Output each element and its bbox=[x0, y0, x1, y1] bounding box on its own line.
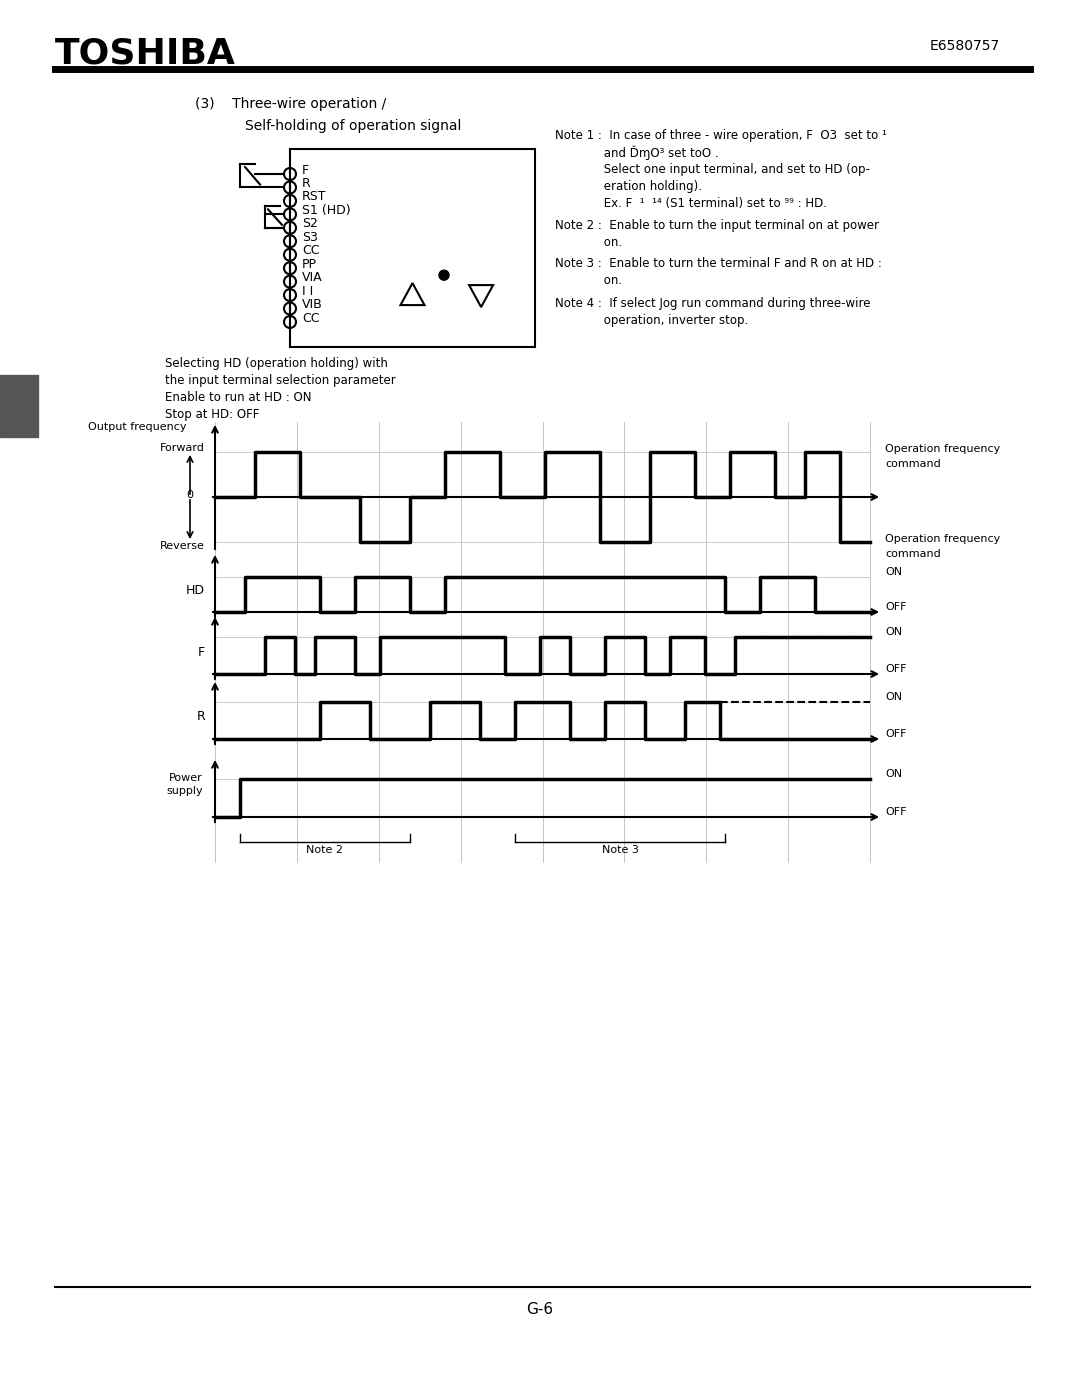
Text: Power: Power bbox=[170, 773, 203, 782]
Text: the input terminal selection parameter: the input terminal selection parameter bbox=[165, 374, 395, 387]
Text: ON: ON bbox=[885, 567, 902, 577]
Bar bbox=[0, 374, 38, 437]
Text: G-6: G-6 bbox=[526, 1302, 554, 1317]
Text: supply: supply bbox=[166, 787, 203, 796]
Text: OFF: OFF bbox=[885, 602, 906, 612]
Text: CC: CC bbox=[302, 312, 320, 324]
Text: F: F bbox=[302, 163, 309, 176]
Text: Note 4 :  If select Jog run command during three-wire: Note 4 : If select Jog run command durin… bbox=[555, 298, 870, 310]
Text: Self-holding of operation signal: Self-holding of operation signal bbox=[245, 119, 461, 133]
Bar bbox=[291, 149, 535, 346]
Text: OFF: OFF bbox=[885, 807, 906, 817]
Text: CC: CC bbox=[302, 244, 320, 257]
Circle shape bbox=[438, 270, 449, 281]
Text: S1 (HD): S1 (HD) bbox=[302, 204, 351, 217]
Text: HD: HD bbox=[186, 584, 205, 598]
Text: Output frequency: Output frequency bbox=[87, 422, 187, 432]
Text: on.: on. bbox=[555, 236, 622, 249]
Text: STOP: STOP bbox=[467, 191, 496, 203]
Text: Forward: Forward bbox=[160, 443, 205, 453]
Text: E6580757: E6580757 bbox=[930, 39, 1000, 53]
Text: ON: ON bbox=[885, 627, 902, 637]
Text: Note 2 :  Enable to turn the input terminal on at power: Note 2 : Enable to turn the input termin… bbox=[555, 219, 879, 232]
Text: OFF: OFF bbox=[885, 664, 906, 673]
Text: PP: PP bbox=[302, 257, 318, 271]
Text: Selecting HD (operation holding) with: Selecting HD (operation holding) with bbox=[165, 358, 388, 370]
Text: Note 1 :  In case of three - wire operation, F  Ο3  set to ¹: Note 1 : In case of three - wire operati… bbox=[555, 129, 887, 142]
Text: and ĎɱΟ³ set toΟ .: and ĎɱΟ³ set toΟ . bbox=[555, 147, 718, 161]
Text: Enable to run at HD : ON: Enable to run at HD : ON bbox=[165, 391, 311, 404]
Text: 0: 0 bbox=[187, 490, 193, 500]
Circle shape bbox=[459, 179, 503, 224]
Text: on.: on. bbox=[555, 274, 622, 286]
Text: RST: RST bbox=[302, 190, 326, 204]
Text: command: command bbox=[885, 549, 941, 559]
Text: (3)    Three-wire operation /: (3) Three-wire operation / bbox=[195, 96, 387, 110]
Text: S3: S3 bbox=[302, 231, 318, 243]
Text: I I: I I bbox=[302, 285, 313, 298]
Text: R: R bbox=[197, 711, 205, 724]
Text: ON: ON bbox=[885, 692, 902, 703]
Text: Operation frequency: Operation frequency bbox=[885, 534, 1000, 543]
Text: Reverse: Reverse bbox=[160, 541, 205, 550]
Text: VIA: VIA bbox=[302, 271, 323, 284]
Text: ON: ON bbox=[885, 768, 902, 780]
Text: Stop at HD: OFF: Stop at HD: OFF bbox=[165, 408, 259, 420]
Text: 7: 7 bbox=[11, 394, 28, 418]
Text: R: R bbox=[302, 177, 311, 190]
Text: Note 3: Note 3 bbox=[602, 845, 638, 855]
Text: eration holding).: eration holding). bbox=[555, 180, 702, 193]
Text: RUN: RUN bbox=[401, 191, 424, 203]
Text: TOSHIBA: TOSHIBA bbox=[55, 36, 235, 71]
Circle shape bbox=[391, 179, 434, 224]
Circle shape bbox=[415, 246, 459, 291]
Text: Ex. F  ¹  ¹⁴ (S1 terminal) set to ⁹⁹ : HD.: Ex. F ¹ ¹⁴ (S1 terminal) set to ⁹⁹ : HD. bbox=[555, 197, 827, 210]
Text: OFF: OFF bbox=[885, 729, 906, 739]
Text: S2: S2 bbox=[302, 218, 318, 231]
Text: command: command bbox=[885, 460, 941, 469]
Text: F: F bbox=[198, 645, 205, 658]
Text: VIB: VIB bbox=[302, 298, 323, 312]
Circle shape bbox=[459, 272, 503, 317]
Text: Select one input terminal, and set to HD (op-: Select one input terminal, and set to HD… bbox=[555, 163, 869, 176]
Text: Operation frequency: Operation frequency bbox=[885, 444, 1000, 454]
Text: operation, inverter stop.: operation, inverter stop. bbox=[555, 314, 748, 327]
Text: Note 3 :  Enable to turn the terminal F and R on at HD :: Note 3 : Enable to turn the terminal F a… bbox=[555, 257, 882, 270]
Text: Note 2: Note 2 bbox=[307, 845, 343, 855]
Circle shape bbox=[391, 272, 434, 317]
